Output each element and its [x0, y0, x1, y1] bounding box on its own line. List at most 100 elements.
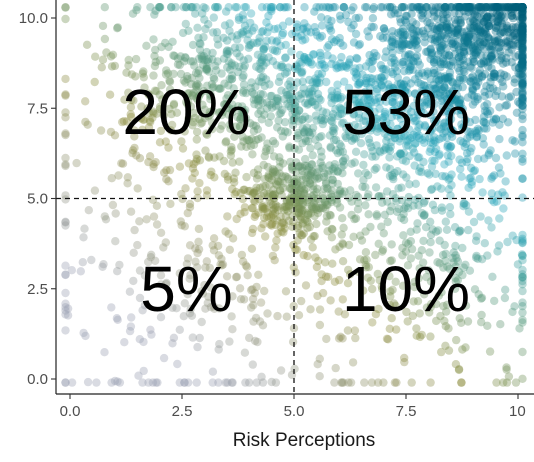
- data-point: [270, 24, 279, 34]
- data-point: [188, 333, 197, 342]
- data-point: [439, 14, 448, 24]
- data-point: [459, 35, 469, 44]
- data-point: [154, 3, 164, 12]
- data-point: [513, 260, 523, 269]
- data-point: [127, 313, 136, 322]
- data-point: [354, 41, 363, 50]
- data-point: [330, 378, 339, 387]
- data-point: [331, 245, 340, 254]
- data-point: [257, 73, 266, 82]
- data-point: [478, 40, 487, 49]
- data-point: [294, 311, 304, 320]
- data-point: [514, 50, 523, 60]
- data-point: [474, 3, 483, 12]
- data-point: [470, 97, 480, 106]
- data-point: [468, 3, 478, 12]
- data-point: [469, 76, 478, 85]
- data-point: [263, 309, 272, 318]
- data-point: [260, 204, 269, 213]
- data-point: [457, 378, 466, 387]
- data-point: [331, 363, 340, 373]
- data-point: [494, 17, 503, 27]
- data-point: [61, 130, 70, 140]
- data-point: [249, 168, 259, 178]
- x-tick-label: 7.5: [396, 403, 417, 420]
- data-point: [309, 198, 318, 208]
- data-point: [473, 154, 483, 164]
- data-point: [392, 325, 401, 334]
- data-point: [312, 172, 321, 181]
- data-point: [419, 236, 428, 246]
- data-point: [315, 203, 324, 213]
- data-point: [312, 219, 321, 229]
- data-point: [487, 223, 496, 232]
- data-point: [194, 33, 203, 42]
- data-point: [303, 218, 313, 227]
- data-point: [323, 43, 332, 52]
- data-point: [444, 61, 454, 70]
- data-point: [440, 3, 449, 12]
- data-point: [266, 199, 276, 209]
- data-point: [84, 206, 94, 215]
- data-point: [318, 288, 328, 298]
- data-point: [502, 21, 511, 30]
- data-point: [509, 40, 518, 50]
- data-point: [257, 57, 266, 66]
- data-point: [338, 169, 347, 178]
- data-point: [493, 21, 502, 31]
- data-point: [504, 93, 513, 102]
- data-point: [515, 3, 524, 12]
- data-point: [462, 27, 471, 36]
- data-point: [367, 57, 376, 66]
- data-point: [499, 59, 508, 68]
- data-point: [518, 193, 527, 202]
- data-point: [385, 3, 395, 12]
- data-point: [372, 210, 381, 219]
- data-point: [295, 197, 304, 207]
- data-point: [507, 58, 516, 67]
- data-point: [292, 191, 302, 200]
- data-point: [397, 83, 407, 93]
- data-point: [453, 37, 463, 46]
- data-point: [518, 27, 527, 36]
- data-point: [470, 10, 480, 19]
- data-point: [90, 77, 99, 87]
- data-point: [491, 114, 501, 123]
- data-point: [483, 12, 492, 21]
- data-point: [265, 180, 274, 190]
- data-point: [231, 187, 241, 197]
- data-point: [355, 78, 364, 87]
- data-point: [214, 378, 223, 387]
- data-point: [276, 223, 286, 232]
- data-point: [514, 3, 523, 12]
- data-point: [308, 151, 317, 160]
- data-point: [279, 206, 289, 215]
- data-point: [429, 7, 438, 17]
- data-point: [505, 3, 514, 12]
- data-point: [483, 321, 492, 330]
- data-point: [433, 182, 442, 191]
- data-point: [487, 45, 496, 55]
- data-point: [492, 3, 502, 12]
- data-point: [518, 41, 527, 50]
- data-point: [518, 79, 527, 88]
- data-point: [269, 205, 278, 214]
- data-point: [299, 189, 308, 198]
- data-point: [464, 39, 473, 48]
- y-tick-label: 10.0: [19, 10, 48, 27]
- data-point: [310, 231, 319, 241]
- data-point: [486, 12, 496, 22]
- data-point: [79, 233, 88, 242]
- data-point: [436, 43, 445, 52]
- data-point: [326, 143, 335, 153]
- data-point: [379, 229, 388, 238]
- data-point: [386, 3, 395, 12]
- data-point: [518, 18, 527, 28]
- data-point: [470, 166, 480, 175]
- data-point: [98, 55, 108, 64]
- data-point: [244, 186, 253, 196]
- data-point: [275, 163, 284, 172]
- data-point: [113, 377, 122, 386]
- data-point: [286, 157, 295, 167]
- data-point: [80, 224, 89, 233]
